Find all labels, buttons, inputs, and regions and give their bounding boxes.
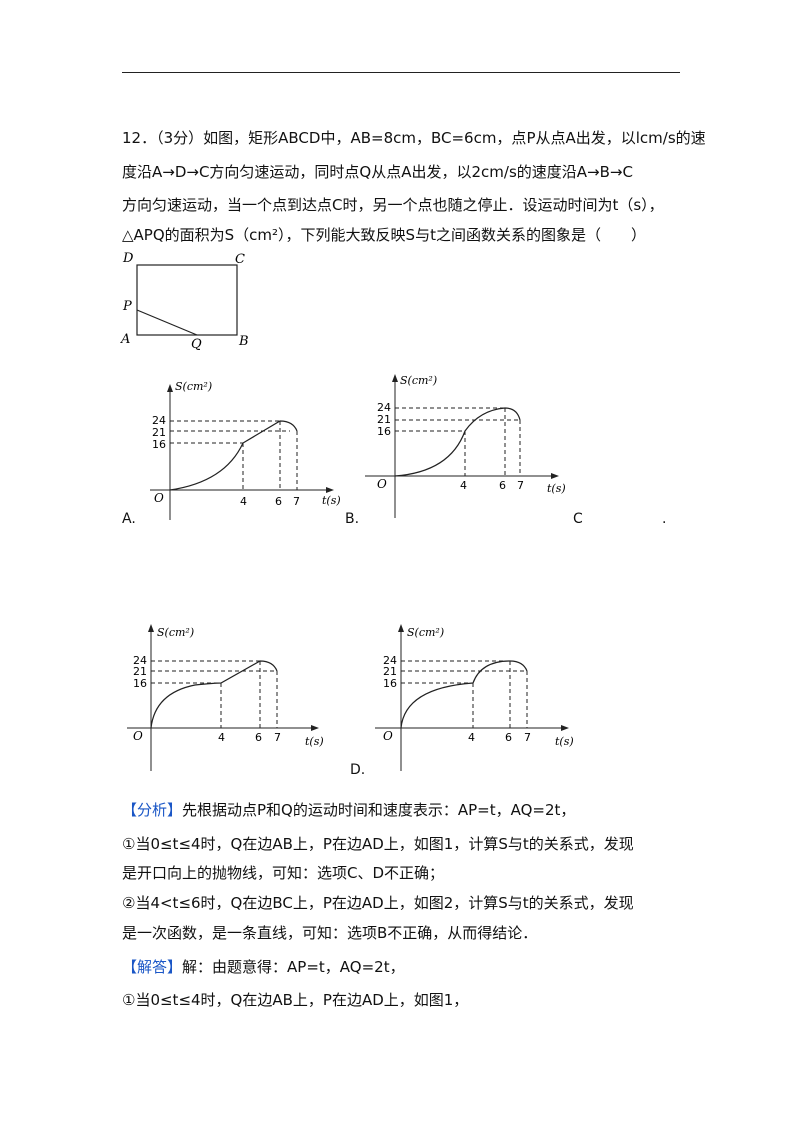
y-tick-21: 21	[152, 426, 166, 439]
y-axis-label: S(cm²)	[175, 380, 212, 393]
analysis-line-2: ①当0≤t≤4时，Q在边AB上，P在边AD上，如图1，计算S与t的关系式，发现	[122, 835, 634, 853]
y-tick-21: 21	[383, 665, 397, 678]
y-tick-16: 16	[377, 425, 391, 438]
label-Q: Q	[191, 337, 202, 352]
x-axis-label: t(s)	[322, 494, 341, 507]
y-axis-label: S(cm²)	[400, 374, 437, 387]
label-A: A	[120, 332, 130, 347]
question-line-2: 度沿A→D→C方向匀速运动，同时点Q从点A出发，以2cm/s的速度沿A→B→C	[122, 163, 633, 181]
x-tick-6: 6	[505, 731, 512, 744]
question-line-1: 12．（3分）如图，矩形ABCD中，AB=8cm，BC=6cm，点P从点A出发，…	[122, 129, 706, 147]
y-tick-16: 16	[152, 438, 166, 451]
option-a-label: A.	[122, 511, 136, 527]
option-b-label: B.	[345, 511, 360, 527]
x-axis-label: t(s)	[305, 735, 324, 748]
y-axis-label: S(cm²)	[157, 626, 194, 639]
origin-label: O	[154, 491, 164, 505]
graph-option-b: S(cm²) t(s) O 24 21 16 4 6 7	[365, 374, 566, 518]
x-tick-7: 7	[524, 731, 531, 744]
analysis-line-3: 是开口向上的抛物线，可知：选项C、D不正确；	[122, 864, 445, 882]
curve-a	[169, 420, 298, 491]
x-tick-6: 6	[499, 479, 506, 492]
option-c-dot: .	[662, 511, 667, 527]
x-tick-4: 4	[240, 495, 247, 508]
analysis-text-1: 先根据动点P和Q的运动时间和速度表示：AP=t，AQ=2t，	[182, 801, 576, 819]
analysis-line-5: 是一次函数，是一条直线，可知：选项B不正确，从而得结论．	[122, 924, 538, 942]
y-axis-label: S(cm²)	[407, 626, 444, 639]
origin-label: O	[133, 729, 143, 743]
x-axis-label: t(s)	[547, 482, 566, 495]
analysis-line-1: 【分析】先根据动点P和Q的运动时间和速度表示：AP=t，AQ=2t，	[122, 800, 575, 820]
graph-option-d: S(cm²) t(s) O 24 21 16 4 6 7	[375, 624, 574, 771]
label-B: B	[238, 334, 249, 349]
y-tick-21: 21	[377, 413, 391, 426]
option-d-label: D.	[350, 762, 366, 778]
label-D: D	[122, 251, 134, 266]
origin-label: O	[383, 729, 393, 743]
origin-label: O	[377, 477, 387, 491]
y-tick-24: 24	[133, 654, 147, 667]
curve-b	[394, 407, 521, 477]
solution-line-2: ①当0≤t≤4时，Q在边AB上，P在边AD上，如图1，	[122, 991, 469, 1009]
x-tick-4: 4	[218, 731, 225, 744]
question-line-3: 方向匀速运动，当一个点到达点C时，另一个点也随之停止．设运动时间为t（s），	[122, 196, 664, 214]
label-C: C	[235, 252, 245, 267]
x-tick-7: 7	[517, 479, 524, 492]
y-tick-24: 24	[383, 654, 397, 667]
solution-line-1: 【解答】解：由题意得：AP=t，AQ=2t，	[122, 957, 405, 977]
option-c-label: C	[573, 511, 583, 527]
x-tick-6: 6	[275, 495, 282, 508]
y-tick-24: 24	[377, 401, 391, 414]
x-axis-label: t(s)	[555, 735, 574, 748]
solution-text-1: 解：由题意得：AP=t，AQ=2t，	[182, 958, 405, 976]
x-tick-7: 7	[274, 731, 281, 744]
x-tick-7: 7	[293, 495, 300, 508]
graph-option-a: S(cm²) t(s) O 24 21 16 4 6 7	[150, 380, 341, 520]
solution-tag: 【解答】	[122, 958, 183, 976]
y-tick-16: 16	[133, 677, 147, 690]
x-tick-4: 4	[468, 731, 475, 744]
analysis-tag: 【分析】	[122, 801, 183, 819]
y-tick-21: 21	[133, 665, 147, 678]
analysis-line-4: ②当4<t≤6时，Q在边BC上，P在边AD上，如图2，计算S与t的关系式，发现	[122, 894, 634, 912]
label-P: P	[122, 299, 132, 314]
x-tick-6: 6	[255, 731, 262, 744]
curve-d	[400, 660, 528, 729]
curve-c	[150, 660, 278, 729]
header-rule	[122, 72, 680, 73]
y-tick-24: 24	[152, 414, 166, 427]
graph-option-c: S(cm²) t(s) O 24 21 16 4 6 7	[127, 624, 324, 771]
rectangle-figure: D C P A Q B	[120, 251, 249, 352]
question-line-4: △APQ的面积为S（cm²），下列能大致反映S与t之间函数关系的图象是（ ）	[122, 226, 646, 244]
x-tick-4: 4	[460, 479, 467, 492]
y-tick-16: 16	[383, 677, 397, 690]
